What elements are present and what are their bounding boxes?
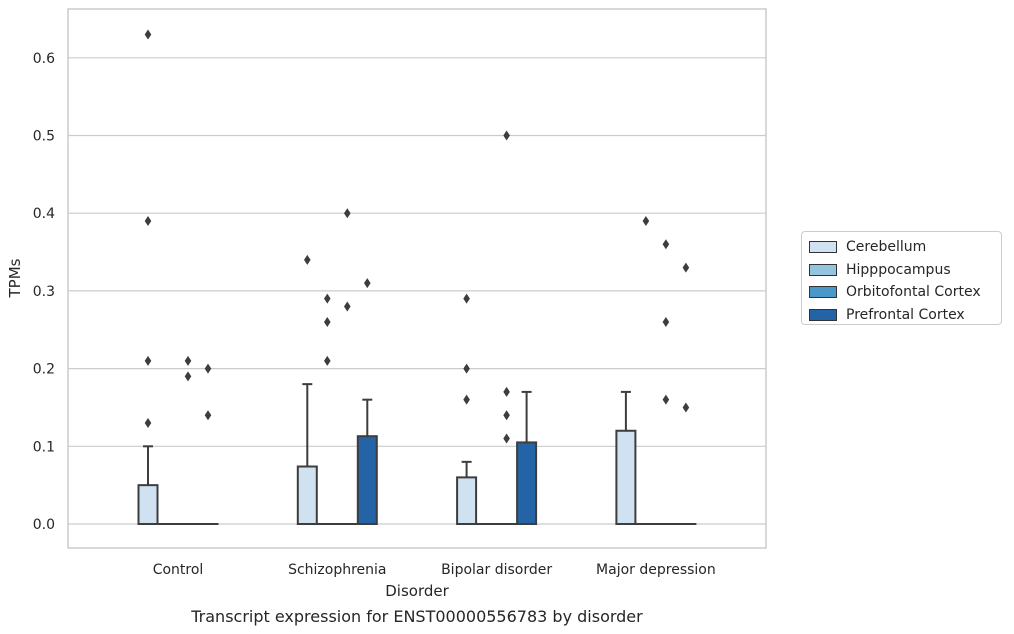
legend: Cerebellum Hipppocampus Orbitofontal Corte…	[801, 231, 1002, 325]
x-tick-label: Schizophrenia	[288, 562, 386, 578]
legend-swatch	[809, 308, 837, 321]
outlier-point	[204, 410, 212, 421]
y-tick-label: 0.1	[33, 439, 55, 455]
outlier-point	[144, 29, 152, 40]
legend-item: Prefrontal Cortex	[809, 304, 1001, 327]
legend-item: Cerebellum	[809, 236, 1001, 259]
box-body	[296, 465, 318, 526]
outlier-point	[364, 278, 371, 289]
x-tick-label: Bipolar disorder	[441, 562, 552, 578]
legend-label: Cerebellum	[846, 239, 927, 256]
outlier-point	[682, 262, 690, 273]
legend-label: Orbitofontal Cortex	[846, 284, 981, 301]
outlier-point	[184, 355, 192, 366]
x-tick-labels: Control Schizophrenia Bipolar disorder Majo…	[153, 562, 716, 578]
y-tick-label: 0.3	[33, 284, 55, 300]
outlier-point	[503, 130, 510, 141]
chart-title: Transcript expression for ENST0000055678…	[190, 607, 643, 626]
legend-item: Orbitofontal Cortex	[809, 281, 1001, 304]
outlier-point	[324, 355, 331, 366]
legend-label: Prefrontal Cortex	[846, 306, 965, 323]
legend-swatch	[809, 263, 837, 276]
outlier-point	[642, 215, 650, 226]
box-body	[516, 441, 538, 526]
x-tick-label: Control	[153, 562, 204, 578]
outlier-point	[662, 316, 670, 327]
y-tick-label: 0.6	[33, 51, 55, 67]
outliers	[144, 29, 690, 444]
outlier-point	[463, 293, 470, 304]
outlier-point	[324, 293, 331, 304]
legend-label: Hipppocampus	[846, 261, 951, 278]
legend-swatch	[809, 286, 837, 299]
box-cerebellum	[456, 460, 478, 526]
y-tick-label: 0.5	[33, 129, 55, 145]
box-cerebellum	[137, 445, 159, 525]
box-prefrontal-cortex	[516, 390, 538, 526]
outlier-point	[344, 301, 351, 312]
legend-swatch	[809, 241, 837, 254]
box-cerebellum	[615, 390, 637, 526]
outlier-point	[144, 417, 152, 428]
y-tick-label: 0.4	[33, 206, 55, 222]
box-prefrontal-cortex	[356, 398, 378, 526]
box-body	[615, 429, 637, 526]
plot-frame	[67, 8, 767, 549]
box-cerebellum	[296, 383, 318, 526]
y-tick-label: 0.0	[33, 517, 55, 533]
outlier-point	[304, 254, 311, 265]
outlier-point	[662, 394, 670, 405]
outlier-point	[503, 410, 510, 421]
legend-item: Hipppocampus	[809, 259, 1001, 282]
y-axis-label: TPMs	[6, 258, 24, 298]
box-body	[456, 476, 478, 526]
x-axis-label: Disorder	[385, 582, 449, 600]
outlier-point	[184, 371, 192, 382]
outlier-point	[144, 215, 152, 226]
outlier-point	[503, 386, 510, 397]
outlier-point	[344, 208, 351, 219]
outlier-point	[463, 363, 470, 374]
x-tick-label: Major depression	[596, 562, 716, 578]
box-body	[137, 484, 159, 525]
outlier-point	[463, 394, 470, 405]
y-tick-label: 0.2	[33, 362, 55, 378]
outlier-point	[204, 363, 212, 374]
outlier-point	[662, 239, 670, 250]
gridlines	[68, 57, 766, 525]
outlier-point	[144, 355, 152, 366]
outlier-point	[324, 316, 331, 327]
box-body	[356, 435, 378, 526]
outlier-point	[682, 402, 690, 413]
outlier-point	[503, 433, 510, 444]
y-tick-labels: 0.0 0.1 0.2 0.3 0.4 0.5 0.6	[33, 51, 55, 533]
boxes	[137, 383, 697, 526]
